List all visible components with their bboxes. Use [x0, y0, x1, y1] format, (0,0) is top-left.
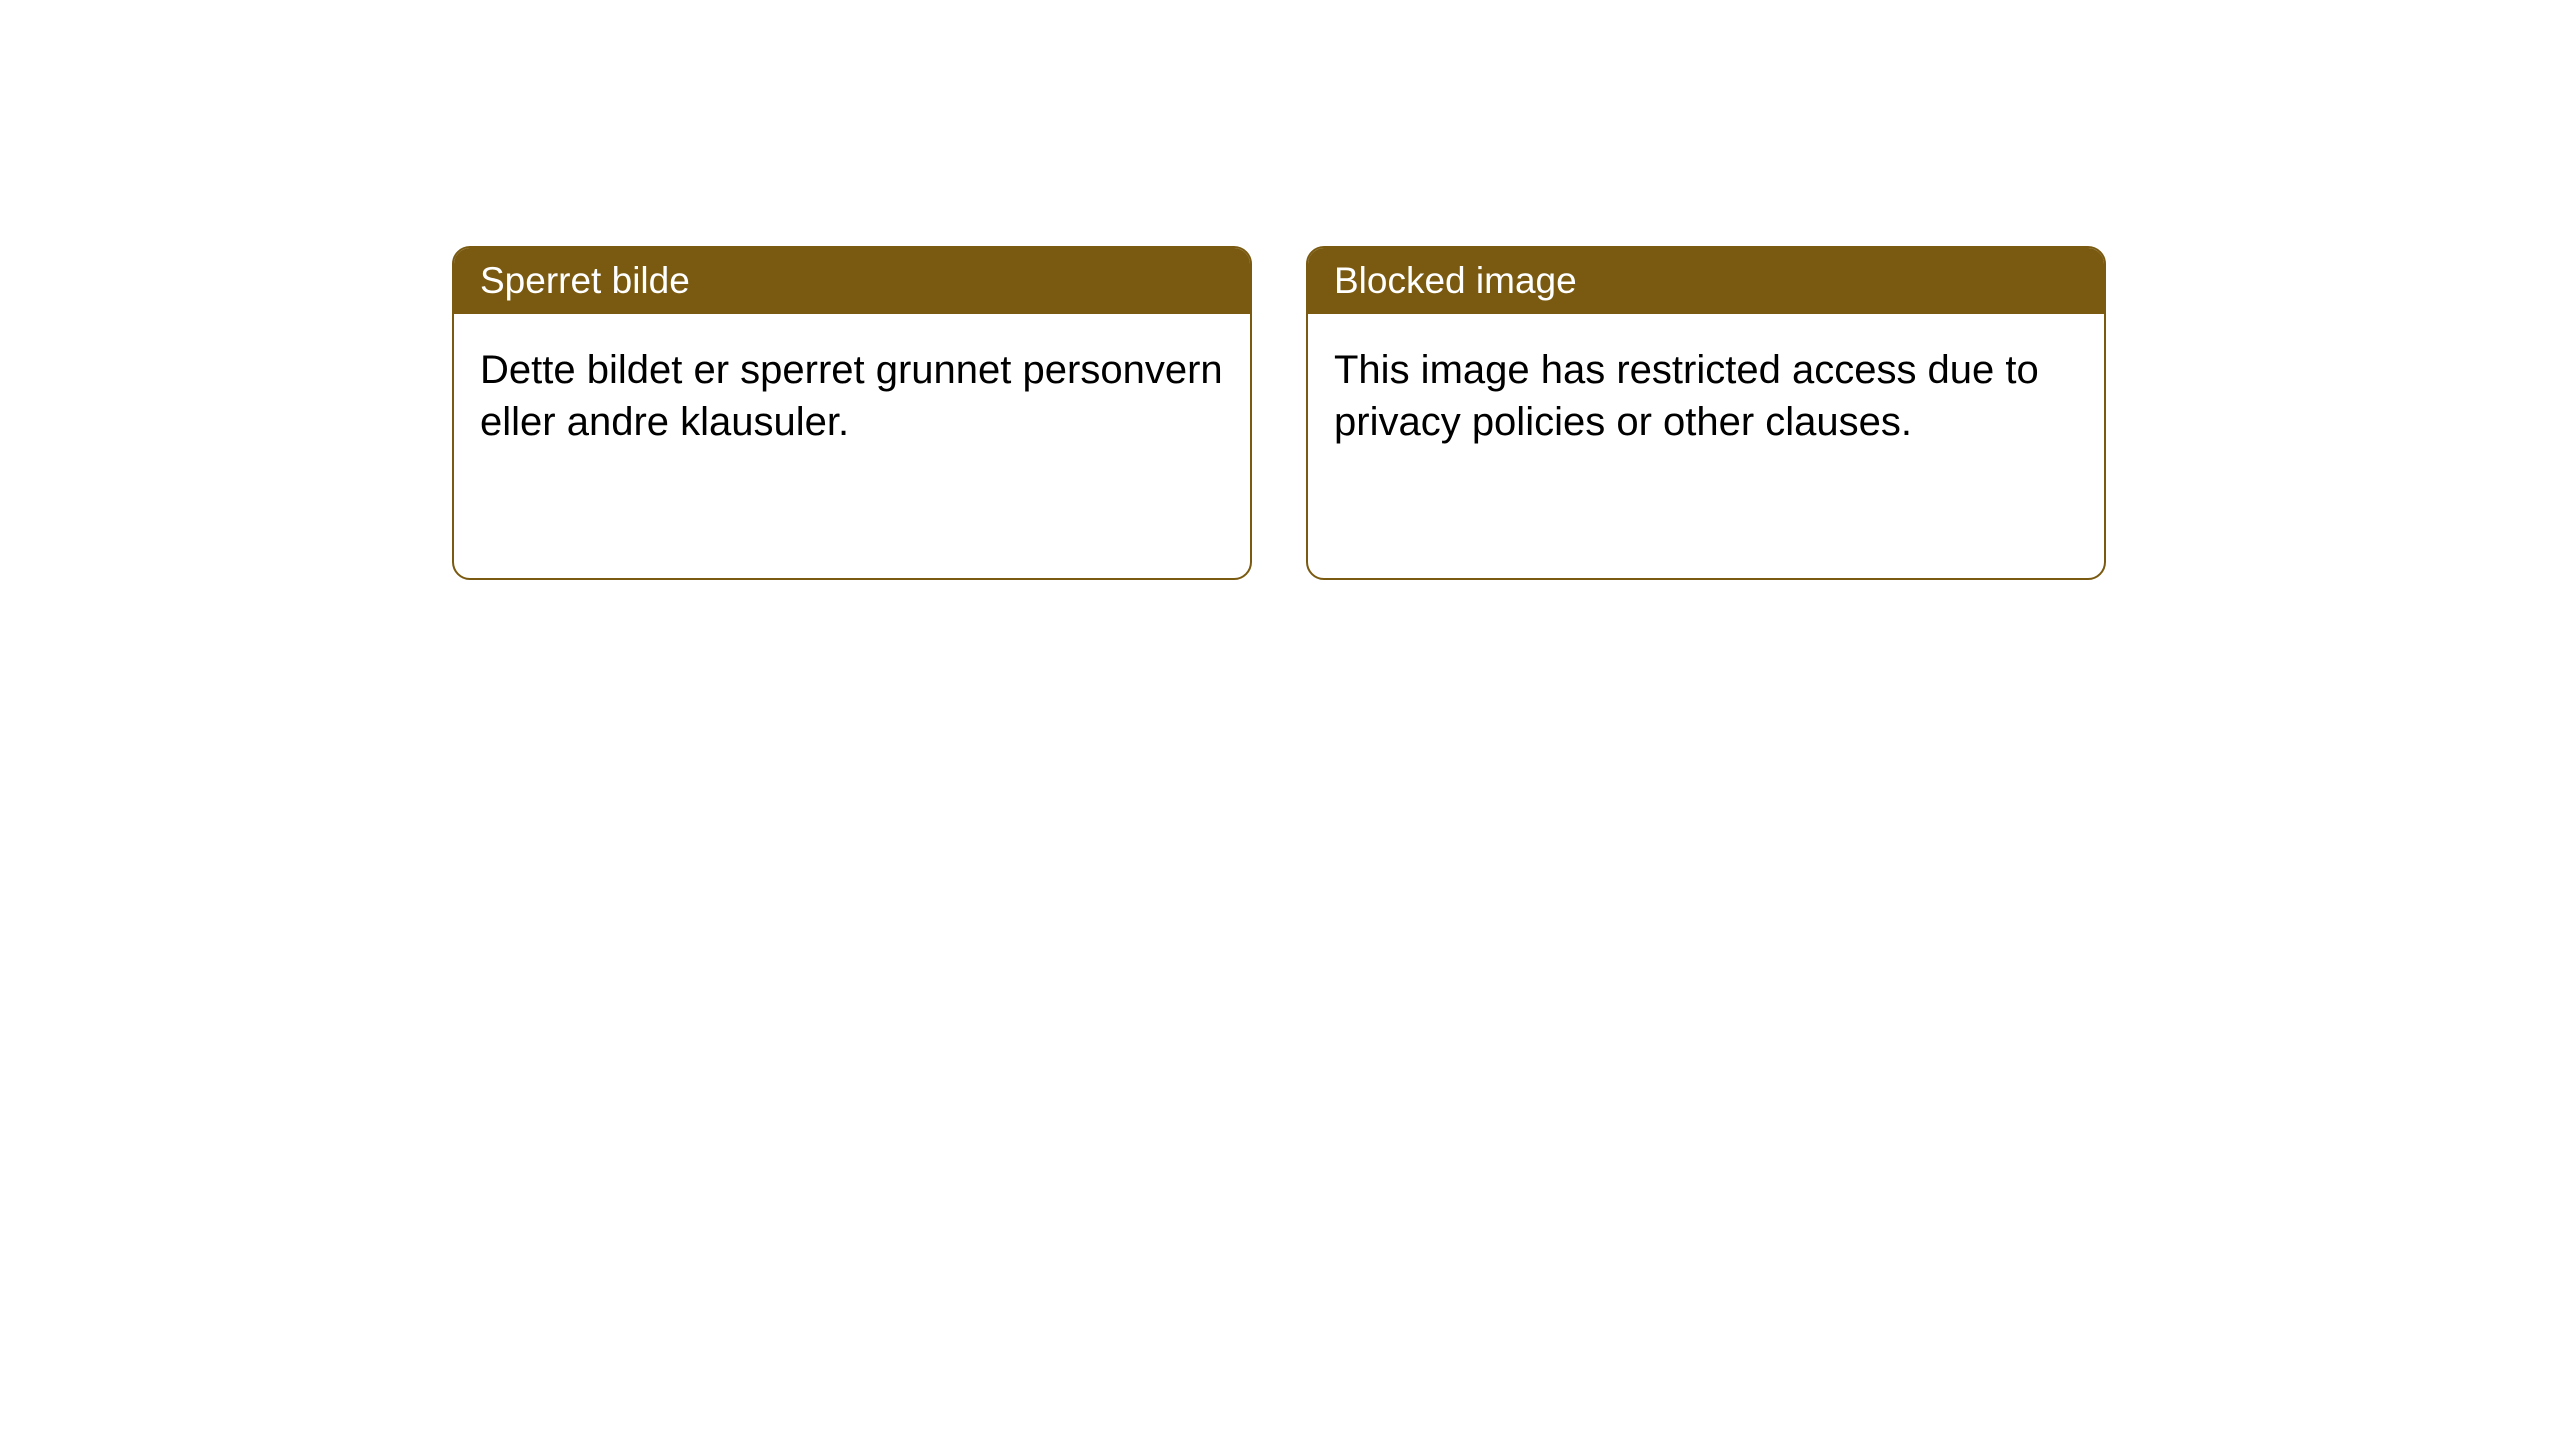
- card-body: This image has restricted access due to …: [1308, 314, 2104, 478]
- card-body: Dette bildet er sperret grunnet personve…: [454, 314, 1250, 478]
- notice-cards-container: Sperret bilde Dette bildet er sperret gr…: [452, 246, 2106, 580]
- card-title: Blocked image: [1334, 260, 1577, 301]
- card-title: Sperret bilde: [480, 260, 690, 301]
- notice-card-norwegian: Sperret bilde Dette bildet er sperret gr…: [452, 246, 1252, 580]
- notice-card-english: Blocked image This image has restricted …: [1306, 246, 2106, 580]
- card-body-text: This image has restricted access due to …: [1334, 348, 2039, 444]
- card-header: Sperret bilde: [454, 248, 1250, 314]
- card-header: Blocked image: [1308, 248, 2104, 314]
- card-body-text: Dette bildet er sperret grunnet personve…: [480, 348, 1223, 444]
